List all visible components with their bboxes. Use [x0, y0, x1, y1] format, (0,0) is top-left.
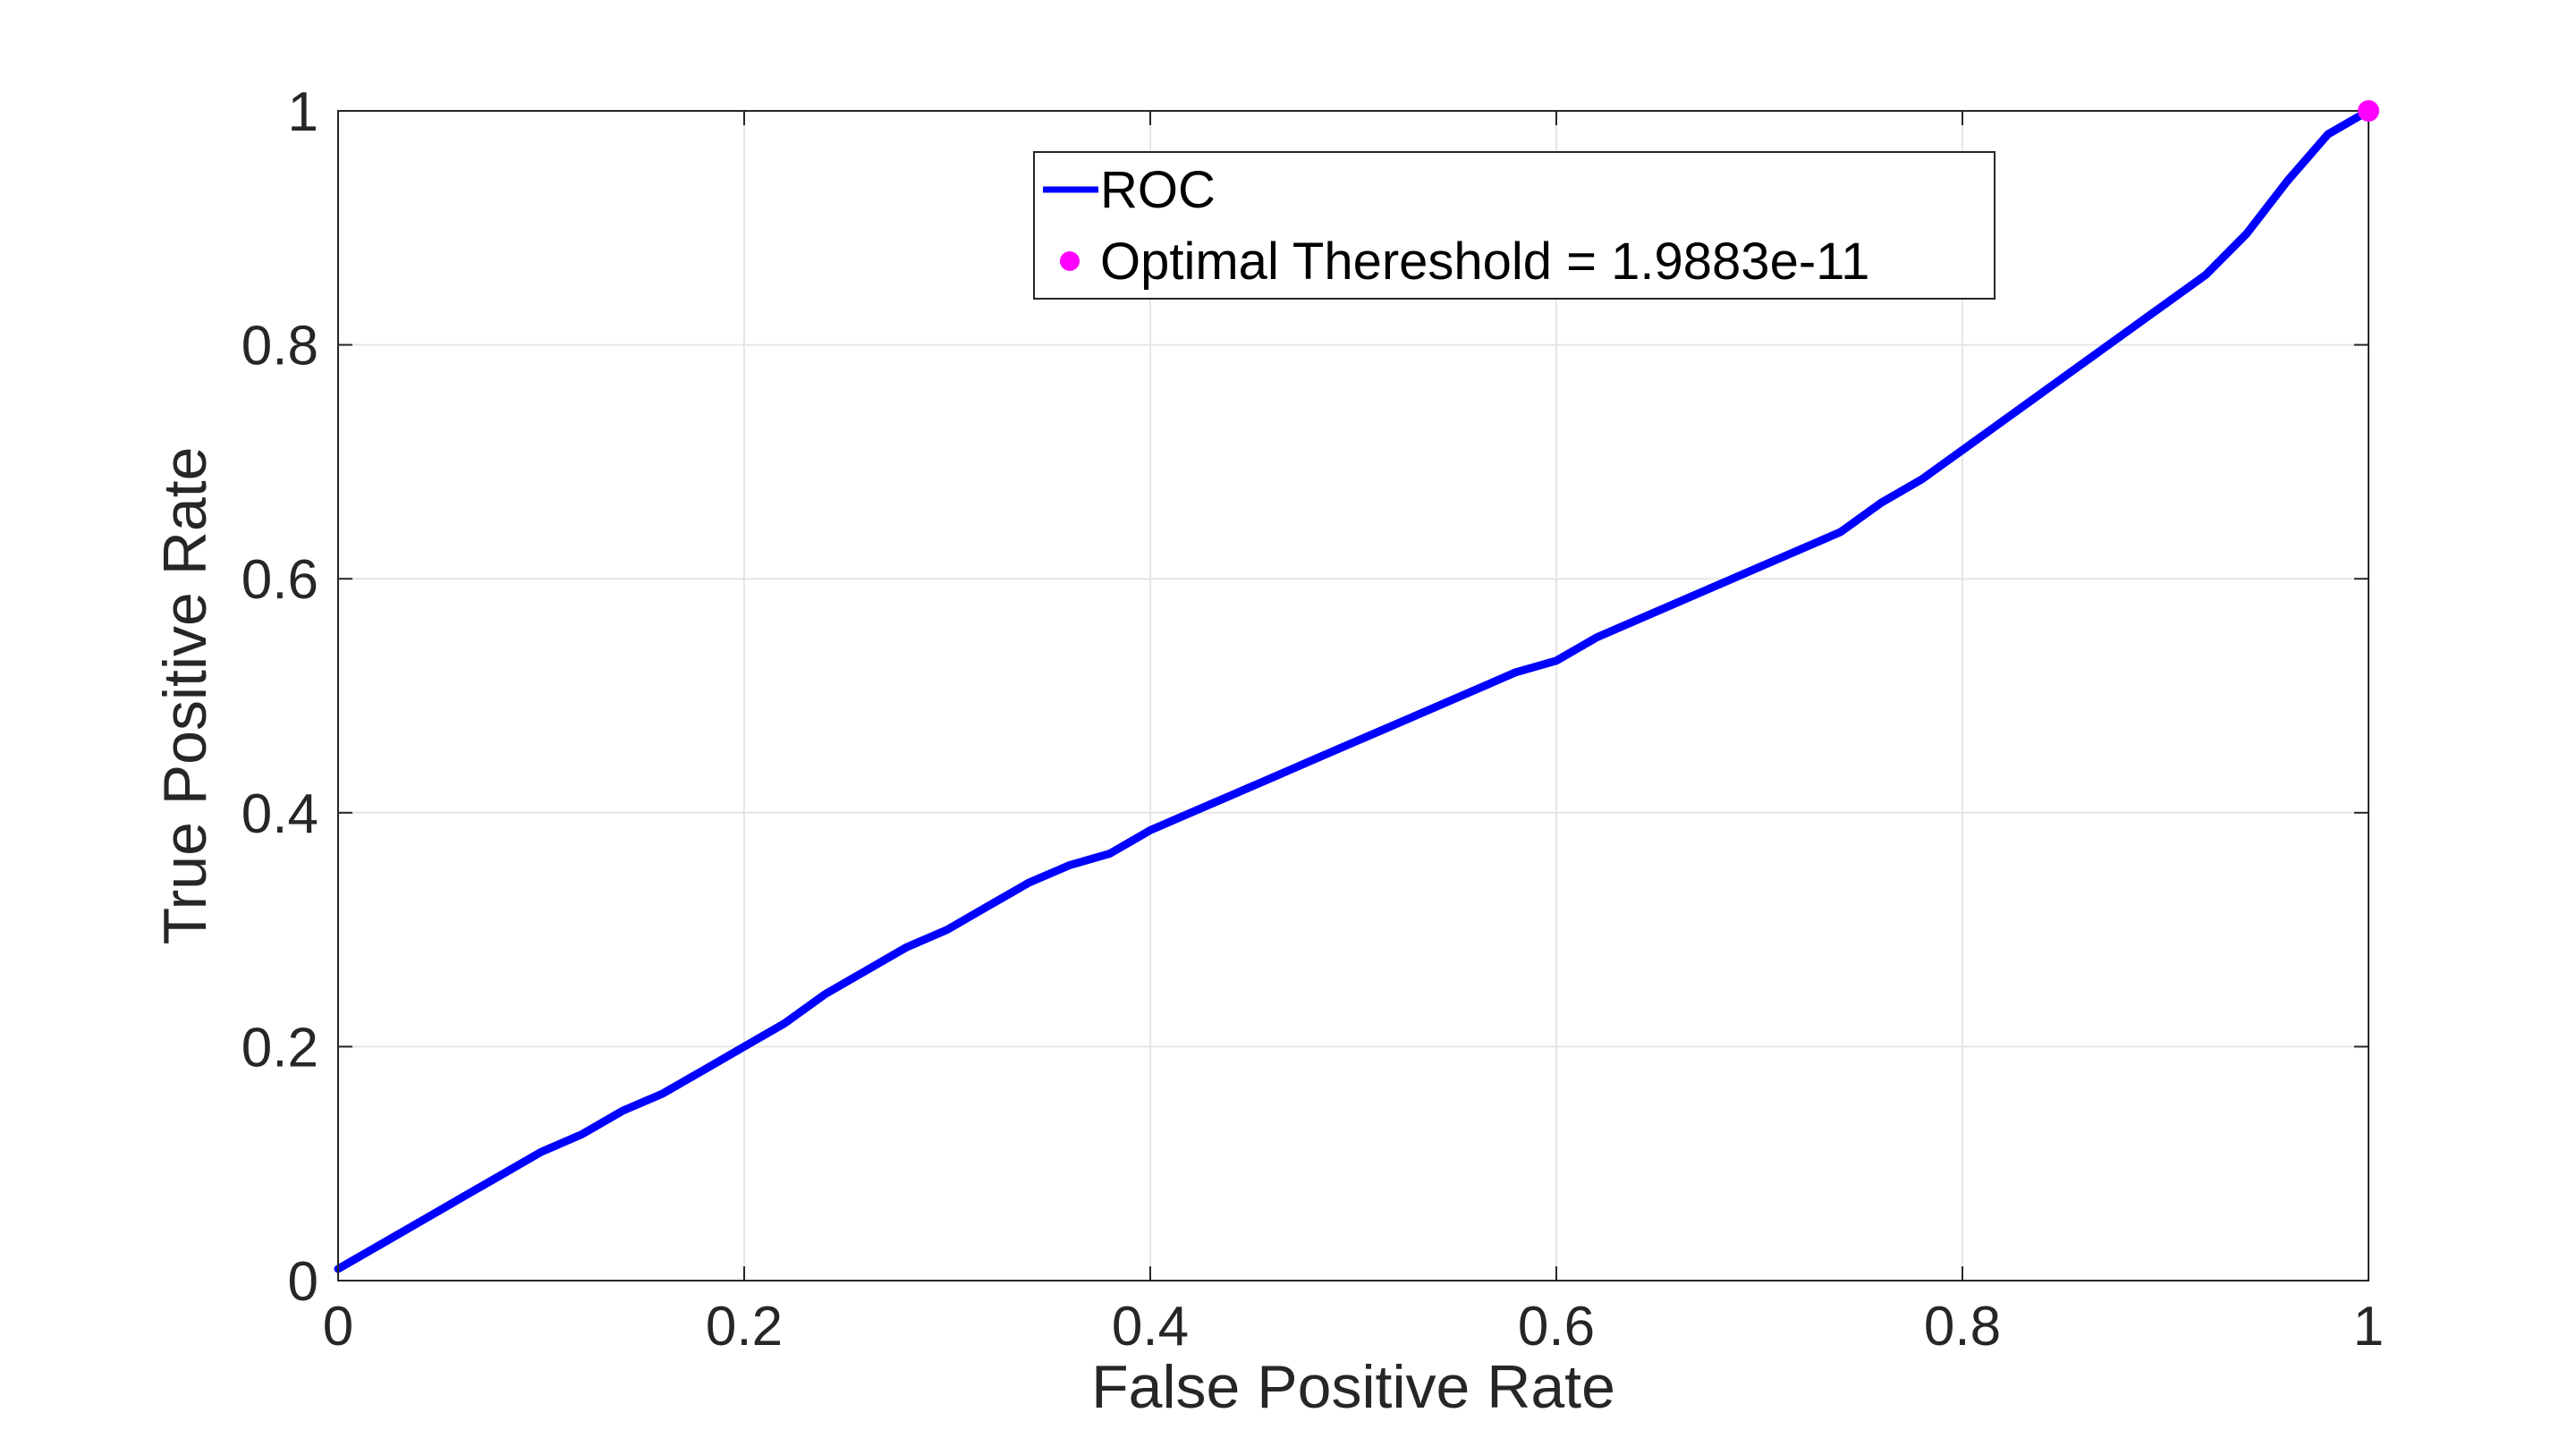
x-tick-label: 0.6	[1518, 1296, 1595, 1358]
x-tick-label: 0.4	[1112, 1296, 1189, 1358]
ticks: 0 0.2 0.4 0.6 0.8 1 0 0.2 0.4 0.6 0.8 1	[242, 81, 2384, 1358]
y-tick-label: 0.4	[242, 783, 318, 845]
y-tick-label: 0.8	[242, 316, 318, 377]
x-tick-label: 0.8	[1924, 1296, 2001, 1358]
roc-curve-line	[334, 106, 2373, 1273]
legend-box	[1033, 151, 1996, 300]
x-axis-label: False Positive Rate	[1091, 1353, 1615, 1421]
x-tick-label: 0.2	[706, 1296, 783, 1358]
optimal-threshold-point	[2358, 100, 2379, 122]
legend-threshold-label: Optimal Thereshold = 1.9883e-11	[1100, 233, 1869, 291]
x-tick-label: 1	[2353, 1296, 2384, 1358]
marker-layer	[2358, 100, 2379, 122]
legend-threshold-marker-swatch	[1060, 251, 1080, 271]
x-tick-label: 0	[323, 1296, 353, 1358]
legend-roc-label: ROC	[1100, 161, 1216, 219]
plot-frame	[337, 110, 2369, 1282]
y-tick-label: 1	[288, 81, 318, 143]
y-tick-label: 0.6	[242, 549, 318, 611]
y-axis-label: True Positive Rate	[151, 447, 219, 945]
y-tick-label: 0	[288, 1251, 318, 1313]
y-tick-label: 0.2	[242, 1017, 318, 1078]
series-layer	[334, 106, 2373, 1273]
legend: ROC Optimal Thereshold = 1.9883e-11	[1033, 151, 1996, 300]
